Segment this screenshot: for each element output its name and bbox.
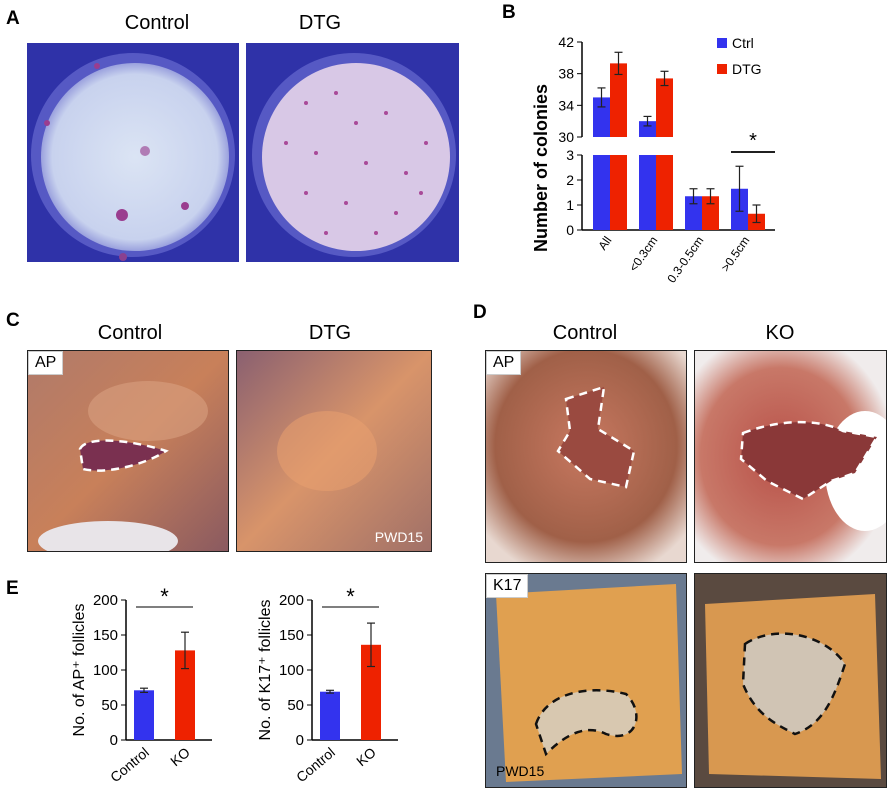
legend-swatch-ctrl: [717, 38, 727, 48]
chart-b-bar-ctrl-lower: [593, 155, 610, 230]
panel-c-day-stamp: PWD15: [374, 529, 423, 545]
panel-d-day-stamp: PWD15: [496, 763, 545, 779]
colony-plate-control: [27, 43, 239, 262]
ap-stain-dtg-photo: PWD15: [236, 350, 432, 552]
chart-e-category-label: KO: [167, 744, 193, 769]
chart-b-ytick-label-upper: 38: [558, 66, 574, 82]
legend-swatch-dtg: [717, 64, 727, 74]
ap-stain-control-photo: AP: [27, 350, 229, 552]
chart-e-ap-follicles: No. of AP⁺ follicles 0 50 100 150 200 Control…: [71, 584, 212, 785]
panel-label-c: C: [6, 310, 20, 331]
chart-b-ytick-label-lower: 0: [566, 222, 574, 238]
legend-label-dtg: DTG: [732, 61, 762, 77]
chart-b-bar-ctrl-upper: [593, 97, 610, 137]
chart-e-ytick-label: 0: [296, 732, 304, 749]
chart-b-ytick-label-lower: 1: [566, 197, 574, 213]
chart-e-significance-star: *: [160, 584, 169, 609]
k17-stain-ko-photo: [694, 573, 887, 788]
chart-b-ylabel: Number of colonies: [531, 84, 551, 252]
chart-b-bar-dtg-lower: [656, 155, 673, 230]
chart-e-ytick-label: 150: [93, 627, 118, 644]
panel-label-e: E: [6, 578, 19, 599]
panel-a-title-dtg: DTG: [298, 12, 342, 34]
chart-e-ytick-label: 50: [287, 697, 304, 714]
panel-label-a: A: [6, 8, 20, 29]
chart-b-bar-ctrl: [685, 196, 702, 230]
chart-e2-ylabel: No. of K17⁺ follicles: [257, 600, 274, 741]
chart-e-ytick-label: 200: [93, 592, 118, 609]
chart-b-category-label: >0.5cm: [718, 234, 752, 275]
chart-b-ytick-label-lower: 3: [566, 147, 574, 163]
chart-e-ytick-label: 50: [101, 697, 118, 714]
panel-d-ap-tag: AP: [486, 351, 522, 375]
panel-c-title-dtg: DTG: [308, 322, 352, 344]
panel-label-b: B: [502, 2, 516, 23]
chart-e-ytick-label: 100: [93, 662, 118, 679]
legend-label-ctrl: Ctrl: [732, 35, 754, 51]
chart-b-bar-dtg-lower: [610, 155, 627, 230]
panel-d-title-ko: KO: [765, 322, 795, 344]
chart-e-k17-follicles: No. of K17⁺ follicles 0 50 100 150 200 Contro…: [257, 584, 398, 785]
chart-e-ytick-label: 0: [110, 732, 118, 749]
panel-a-title-control: Control: [124, 12, 190, 34]
chart-e1-ylabel: No. of AP⁺ follicles: [71, 604, 88, 737]
panel-c-title-control: Control: [97, 322, 163, 344]
chart-b-colonies: Number of colonies 30 34 38 42 0 1 2 3 All <0.3c…: [531, 34, 775, 286]
chart-e-ytick-label: 200: [279, 592, 304, 609]
chart-b-bar-dtg-upper: [656, 78, 673, 137]
chart-b-ytick-label-upper: 34: [558, 97, 574, 113]
chart-b-bar-dtg: [702, 196, 719, 230]
chart-b-category-label: <0.3cm: [626, 234, 660, 275]
chart-b-significance-star: *: [749, 130, 757, 152]
chart-b-category-label: All: [595, 234, 614, 253]
k17-stain-control-photo: K17 PWD15: [485, 573, 687, 788]
chart-e-bar-control: [134, 690, 154, 740]
chart-b-ytick-label-upper: 30: [558, 129, 574, 145]
chart-e-bar-ko: [361, 644, 381, 740]
chart-e-significance-star: *: [346, 584, 355, 609]
chart-e-bar-ko: [175, 650, 195, 740]
chart-e-ytick-label: 150: [279, 627, 304, 644]
panel-label-d: D: [473, 302, 487, 323]
ap-stain-ko-skin-photo: [694, 350, 887, 563]
chart-b-bar-ctrl-lower: [639, 155, 656, 230]
chart-e-category-label: KO: [353, 744, 379, 769]
chart-e-ytick-label: 100: [279, 662, 304, 679]
chart-b-bar-dtg-upper: [610, 63, 627, 137]
chart-b-ytick-label-upper: 42: [558, 34, 574, 50]
panel-c-ap-tag: AP: [28, 351, 64, 375]
chart-b-category-label: 0.3-0.5cm: [664, 234, 706, 286]
ap-stain-control-skin-photo: AP: [485, 350, 687, 563]
colony-plate-dtg: [246, 43, 459, 262]
chart-b-ytick-label-lower: 2: [566, 172, 574, 188]
chart-e-category-label: Control: [293, 744, 338, 785]
panel-d-title-control: Control: [552, 322, 618, 344]
chart-e-category-label: Control: [107, 744, 152, 785]
chart-b-bar-ctrl-upper: [639, 121, 656, 137]
panel-d-k17-tag: K17: [486, 574, 529, 598]
chart-e-bar-control: [320, 691, 340, 740]
